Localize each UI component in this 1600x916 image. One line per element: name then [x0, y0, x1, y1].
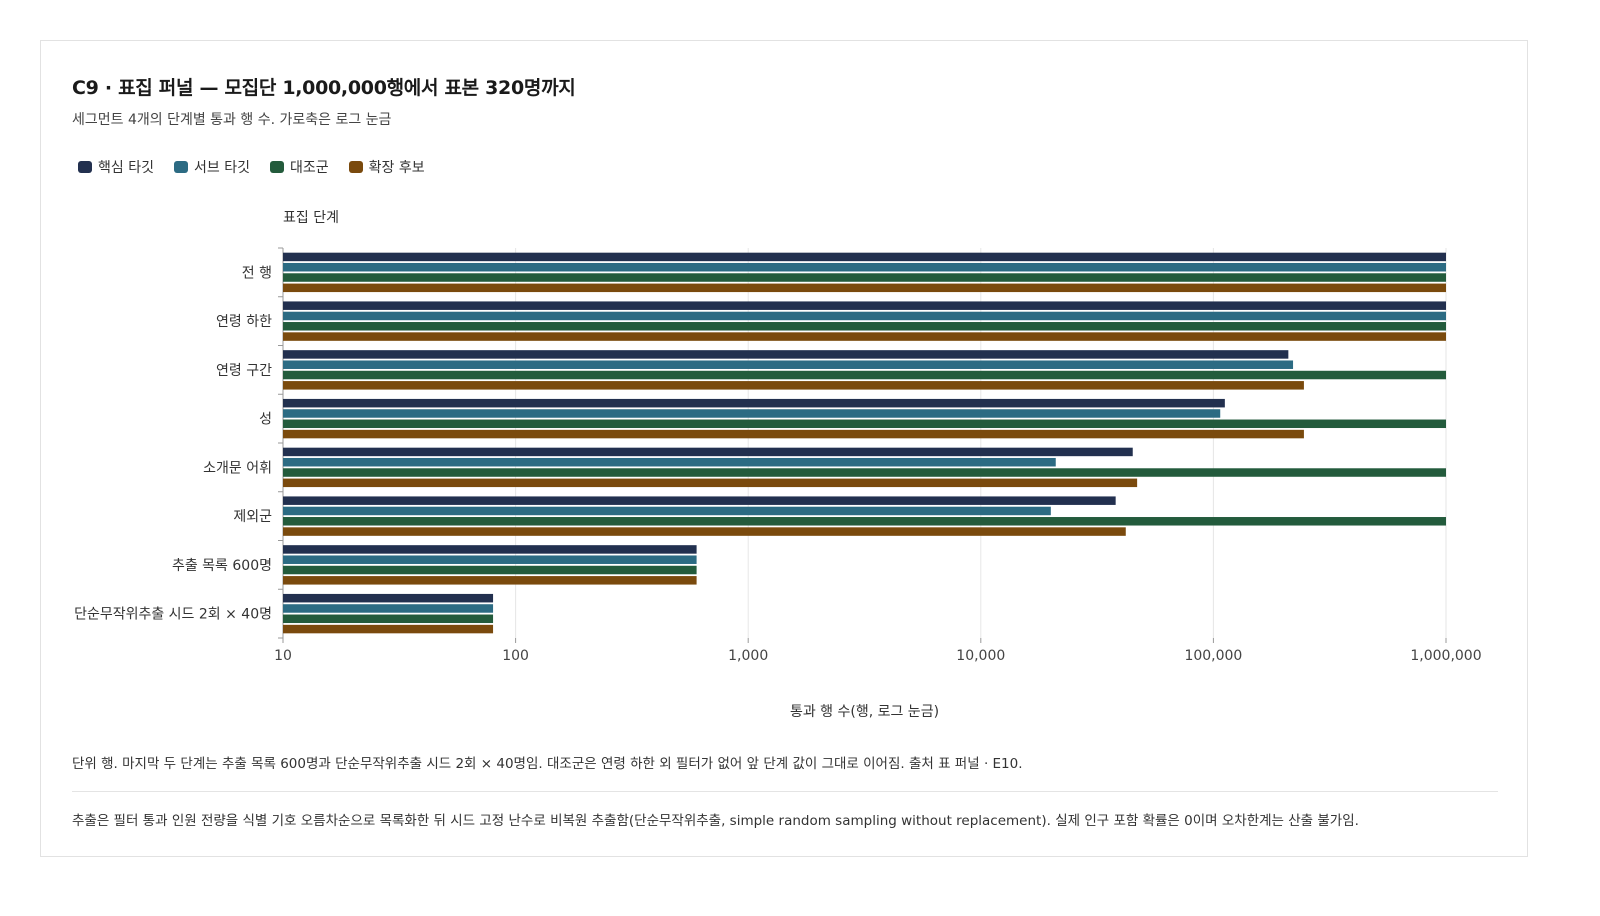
bar	[283, 457, 1056, 467]
legend-item: 서브 타깃	[173, 157, 250, 177]
legend: 핵심 타깃 서브 타깃 대조군 확장 후보	[78, 157, 425, 177]
notes-divider	[72, 791, 1498, 792]
bar	[283, 283, 1446, 293]
x-tick-label: 1,000,000	[1410, 648, 1481, 664]
chart-subtitle: 세그먼트 4개의 단계별 통과 행 수. 가로축은 로그 눈금	[72, 112, 392, 128]
bar	[283, 360, 1294, 369]
bar	[283, 350, 1289, 359]
y-tick-label: 연령 하한	[216, 314, 272, 330]
bar	[283, 273, 1446, 282]
x-tick-label: 10,000	[956, 648, 1005, 664]
bar	[283, 332, 1446, 341]
bar	[283, 604, 494, 613]
y-axis-title: 표집 단계	[283, 210, 339, 226]
bar	[283, 545, 697, 554]
y-tick-label: 추출 목록 600명	[172, 558, 272, 574]
bar	[283, 398, 1225, 408]
legend-label: 확장 후보	[368, 160, 425, 176]
bar	[283, 576, 697, 585]
bar	[283, 429, 1304, 439]
bar	[283, 301, 1446, 310]
bar	[283, 419, 1446, 429]
y-tick-label: 단순무작위추출 시드 2회 × 40명	[74, 607, 272, 623]
legend-swatch	[173, 161, 188, 173]
bar	[283, 468, 1446, 477]
bar	[283, 614, 494, 624]
x-axis-title: 통과 행 수(행, 로그 눈금)	[790, 704, 939, 720]
legend-label: 서브 타깃	[193, 160, 250, 176]
x-tick-label: 100	[502, 648, 529, 664]
y-tick-label: 제외군	[233, 509, 272, 525]
note-units: 단위 행. 마지막 두 단계는 추출 목록 600명과 단순무작위추출 시드 2…	[72, 756, 1023, 772]
bar	[283, 370, 1446, 380]
bar	[283, 517, 1446, 526]
legend-label: 대조군	[289, 160, 329, 176]
legend-item: 확장 후보	[348, 157, 425, 177]
y-tick-label: 전 행	[242, 265, 272, 281]
bar	[283, 311, 1446, 321]
chart-title: C9 · 표집 퍼널 — 모집단 1,000,000행에서 표본 320명까지	[72, 77, 576, 99]
bar	[283, 624, 494, 634]
y-tick-label: 성	[259, 412, 272, 428]
bar	[283, 593, 494, 603]
legend-item: 대조군	[269, 157, 329, 177]
bar	[283, 262, 1446, 272]
note-method: 추출은 필터 통과 인원 전량을 식별 기호 오름차순으로 목록화한 뒤 시드 …	[72, 813, 1359, 829]
legend-label: 핵심 타깃	[98, 160, 154, 176]
bar	[283, 496, 1116, 505]
legend-swatch	[269, 161, 284, 173]
bar	[283, 478, 1138, 488]
bar	[283, 409, 1221, 418]
bar	[283, 555, 697, 564]
bar	[283, 252, 1446, 262]
x-tick-label: 1,000	[728, 648, 768, 664]
bar	[283, 322, 1446, 331]
legend-item: 핵심 타깃	[78, 157, 154, 177]
bar	[283, 381, 1304, 390]
x-tick-label: 100,000	[1184, 648, 1242, 664]
y-tick-label: 연령 구간	[216, 363, 272, 379]
bar	[283, 565, 697, 575]
y-tick-label: 소개문 어휘	[203, 460, 272, 476]
legend-swatch	[348, 161, 363, 173]
legend-swatch	[78, 161, 92, 173]
bar	[283, 447, 1133, 457]
bar	[283, 527, 1126, 536]
x-tick-label: 10	[274, 648, 292, 664]
bar	[283, 506, 1051, 516]
